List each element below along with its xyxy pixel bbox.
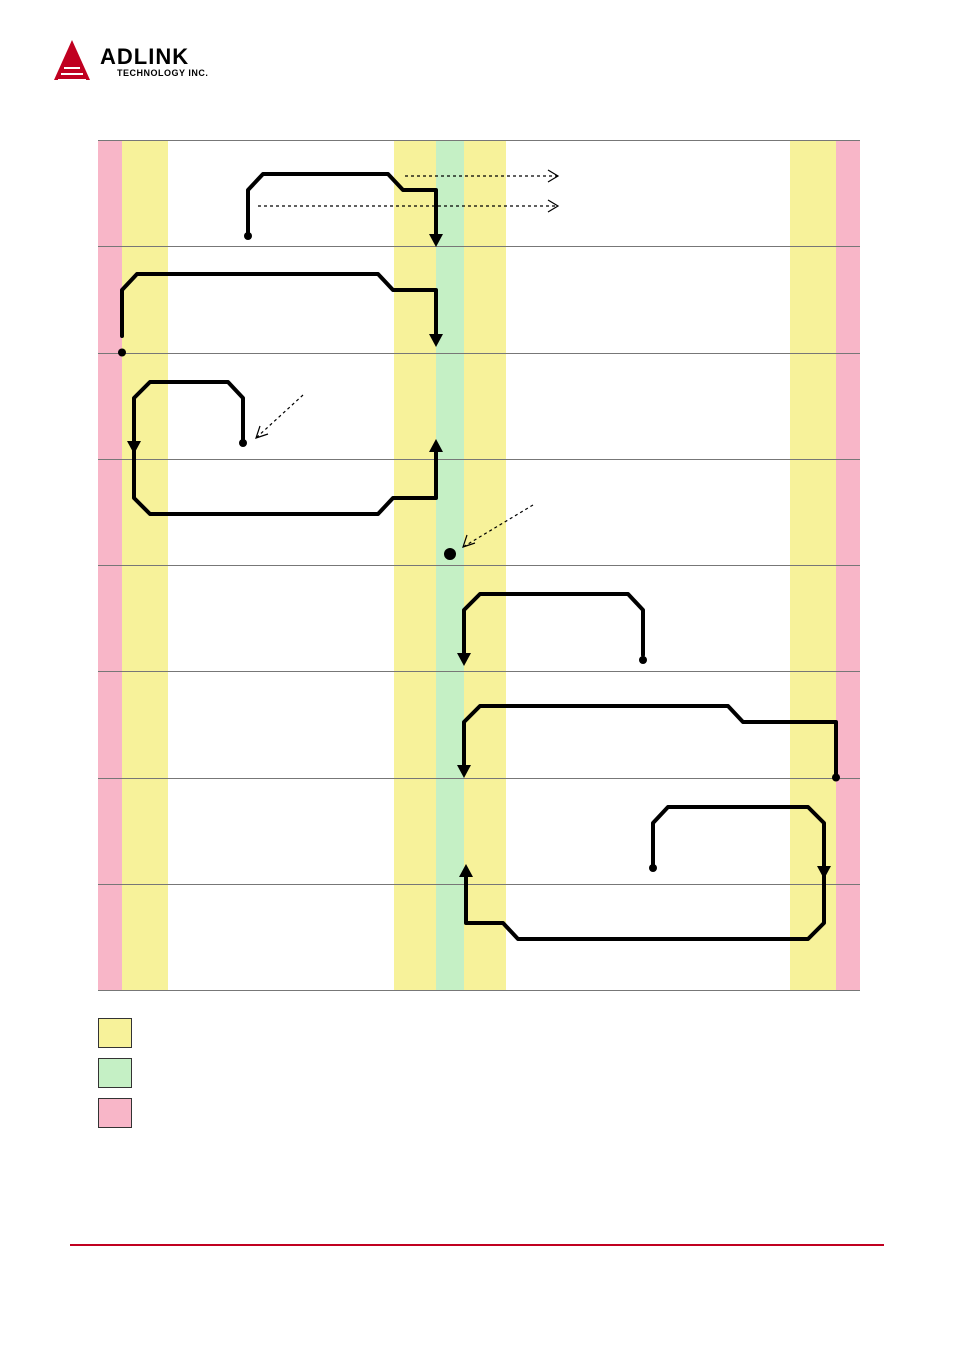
row-divider	[98, 990, 860, 991]
row0-top-start-node	[244, 232, 252, 240]
legend-item-0	[98, 1018, 142, 1048]
row7-arrow	[459, 864, 473, 877]
legend-item-1	[98, 1058, 142, 1088]
center-node	[444, 548, 456, 560]
center-diag-dash	[463, 505, 533, 547]
row2-diag-dash	[256, 395, 303, 438]
trace-layer	[98, 140, 860, 990]
row6-up	[653, 807, 824, 868]
row0-arrow	[429, 234, 443, 247]
row5-node	[832, 774, 840, 782]
timing-diagram	[98, 140, 860, 990]
row5	[464, 706, 836, 778]
center-diag-arrow	[463, 535, 475, 547]
row4	[464, 594, 643, 655]
row1	[122, 274, 436, 336]
row1-start-node	[118, 349, 126, 357]
brand-name: ADLINK	[100, 44, 189, 70]
row1-arrow	[429, 334, 443, 347]
row7-down	[466, 875, 824, 939]
legend-swatch	[98, 1018, 132, 1048]
row2-arrow	[127, 441, 141, 454]
row3-arrow	[429, 439, 443, 452]
logo: ADLINK TECHNOLOGY INC.	[50, 38, 226, 82]
row4-arrow	[457, 653, 471, 666]
legend-swatch	[98, 1058, 132, 1088]
row5-arrow	[457, 765, 471, 778]
triangle-icon	[50, 38, 94, 82]
row0-top	[248, 174, 436, 236]
legend-item-2	[98, 1098, 142, 1128]
row3-down	[134, 450, 436, 514]
legend-swatch	[98, 1098, 132, 1128]
row6-node	[649, 864, 657, 872]
legend	[98, 1018, 142, 1138]
row2-node	[239, 439, 247, 447]
bottom-rule	[70, 1244, 884, 1246]
row4-node	[639, 656, 647, 664]
row2-up	[134, 382, 243, 443]
brand-sub: TECHNOLOGY INC.	[117, 68, 208, 78]
